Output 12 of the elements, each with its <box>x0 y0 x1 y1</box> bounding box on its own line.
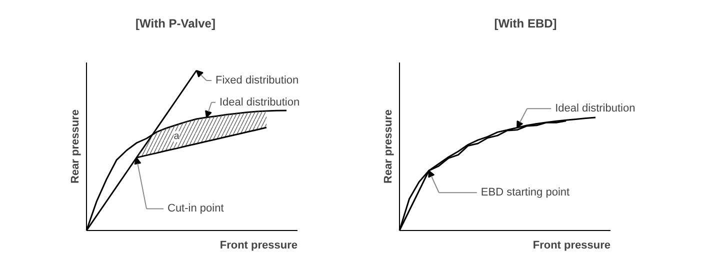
x-axis-title: Front pressure <box>532 240 611 252</box>
annotation: a <box>174 131 180 142</box>
chart-title: [With EBD] <box>494 16 557 30</box>
text: Ideal distribution <box>555 102 636 115</box>
y-axis-title: Rear pressure <box>70 109 82 184</box>
annotation: Fixed distribution <box>216 74 299 86</box>
annotation: EBD starting point <box>480 186 570 199</box>
annotation: Cut-in point <box>168 202 224 215</box>
x-axis-title: Front pressure <box>220 240 298 252</box>
chart-title: [With P-Valve] <box>136 16 216 30</box>
y-axis-title: Rear pressure <box>382 109 394 184</box>
annotation: Ideal distribution <box>220 96 300 108</box>
